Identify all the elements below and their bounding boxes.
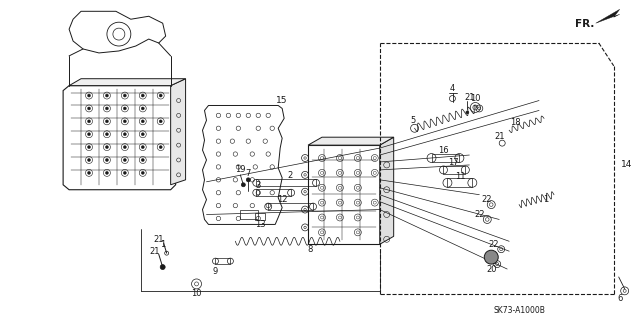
- Text: 3: 3: [255, 181, 261, 190]
- Text: 16: 16: [438, 145, 449, 155]
- Bar: [256, 179, 316, 186]
- Circle shape: [106, 133, 108, 136]
- Polygon shape: [596, 9, 620, 23]
- Circle shape: [88, 145, 90, 149]
- Circle shape: [88, 133, 90, 136]
- Text: 12: 12: [277, 195, 287, 204]
- Text: FR.: FR.: [575, 19, 595, 29]
- Bar: [444, 166, 465, 174]
- Text: 7: 7: [246, 169, 251, 178]
- Bar: [268, 203, 313, 210]
- Text: 1: 1: [543, 195, 548, 204]
- Circle shape: [106, 120, 108, 123]
- Circle shape: [124, 94, 126, 97]
- Text: 10: 10: [470, 94, 481, 103]
- Text: 15: 15: [276, 96, 288, 105]
- Circle shape: [141, 171, 144, 174]
- Text: 21: 21: [150, 247, 160, 256]
- Bar: [308, 145, 380, 244]
- Polygon shape: [69, 79, 186, 85]
- Text: 2: 2: [287, 171, 292, 180]
- Text: 20: 20: [486, 264, 497, 273]
- Text: 22: 22: [481, 195, 492, 204]
- Circle shape: [106, 145, 108, 149]
- Text: 21: 21: [154, 235, 164, 244]
- Circle shape: [246, 178, 250, 182]
- Circle shape: [106, 94, 108, 97]
- Circle shape: [124, 171, 126, 174]
- Polygon shape: [380, 137, 394, 244]
- Circle shape: [160, 264, 165, 270]
- Circle shape: [241, 183, 245, 187]
- Circle shape: [88, 159, 90, 161]
- Bar: [255, 212, 265, 220]
- Bar: [447, 178, 472, 187]
- Circle shape: [466, 111, 469, 114]
- Text: 13: 13: [255, 220, 266, 229]
- Text: 4: 4: [450, 84, 455, 93]
- Polygon shape: [171, 79, 186, 185]
- Text: 11: 11: [455, 172, 466, 181]
- Circle shape: [88, 94, 90, 97]
- Circle shape: [159, 120, 162, 123]
- Circle shape: [141, 159, 144, 161]
- Circle shape: [124, 145, 126, 149]
- Circle shape: [141, 145, 144, 149]
- Bar: [431, 153, 460, 162]
- Circle shape: [141, 94, 144, 97]
- Circle shape: [88, 107, 90, 110]
- Text: 21: 21: [494, 132, 504, 141]
- Text: 9: 9: [213, 266, 218, 276]
- Circle shape: [124, 159, 126, 161]
- Circle shape: [141, 120, 144, 123]
- Text: 22: 22: [487, 255, 497, 263]
- Bar: [256, 189, 291, 196]
- Circle shape: [484, 250, 498, 264]
- Circle shape: [159, 145, 162, 149]
- Text: SK73-A1000B: SK73-A1000B: [493, 306, 545, 315]
- Text: 1: 1: [160, 240, 165, 249]
- Text: 6: 6: [617, 294, 622, 303]
- Text: 5: 5: [410, 116, 415, 125]
- Circle shape: [106, 159, 108, 161]
- Text: 21: 21: [464, 93, 475, 102]
- Circle shape: [124, 120, 126, 123]
- Circle shape: [106, 171, 108, 174]
- Bar: [241, 210, 259, 219]
- Text: 18: 18: [510, 118, 520, 127]
- Text: 10: 10: [191, 289, 202, 298]
- Text: 8: 8: [307, 245, 313, 254]
- Text: 22: 22: [474, 210, 484, 219]
- Text: 14: 14: [621, 160, 632, 169]
- Circle shape: [88, 171, 90, 174]
- Text: 17: 17: [448, 159, 459, 167]
- Circle shape: [141, 133, 144, 136]
- Circle shape: [124, 107, 126, 110]
- Circle shape: [159, 94, 162, 97]
- Polygon shape: [308, 137, 394, 145]
- Circle shape: [88, 120, 90, 123]
- Circle shape: [106, 107, 108, 110]
- Text: 22: 22: [488, 240, 499, 249]
- Bar: [216, 258, 230, 264]
- Circle shape: [141, 107, 144, 110]
- Text: 19: 19: [235, 166, 246, 174]
- Circle shape: [124, 133, 126, 136]
